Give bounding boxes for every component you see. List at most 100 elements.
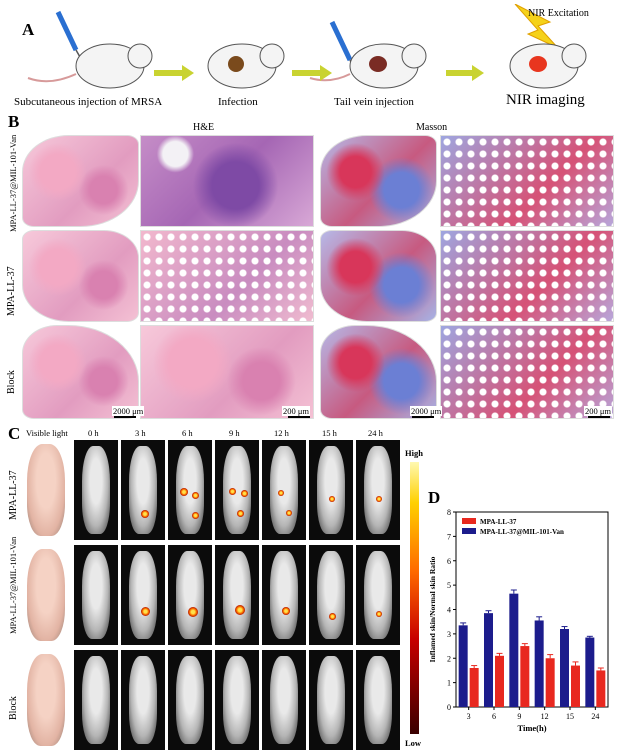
row-label: MPA-LL-37 (6, 266, 17, 316)
fluorescence-image (309, 545, 353, 645)
step-label: Tail vein injection (334, 96, 414, 108)
arrow-icon (154, 65, 194, 81)
he-overview-image (22, 325, 139, 419)
scale-bar-label: 2000 μm (112, 406, 145, 416)
panel-b-label: B (8, 112, 20, 131)
x-tick-label: 12 (541, 712, 549, 721)
y-axis-label: Inflamed skin/Normal skin Ratio (428, 556, 437, 662)
scale-bar (588, 416, 610, 418)
masson-overview-image (320, 230, 437, 322)
panel-c-label: C (8, 424, 21, 443)
fluorescence-image (262, 545, 306, 645)
bar (534, 620, 544, 707)
y-tick-label: 4 (447, 606, 451, 615)
fluorescence-image (356, 545, 400, 645)
visible-light-photo (22, 545, 70, 645)
stain-he-label: H&E (193, 122, 215, 133)
scale-bar-label: 2000 μm (410, 406, 443, 416)
time-label: 6 h (182, 428, 193, 438)
step-label: Infection (218, 96, 258, 108)
time-label: 24 h (368, 428, 383, 438)
masson-zoom-image (440, 325, 614, 419)
fluorescence-image (121, 440, 165, 540)
bar (571, 665, 580, 707)
he-zoom-image (140, 135, 314, 227)
x-axis-label: Time(h) (517, 723, 546, 733)
y-tick-label: 1 (447, 679, 451, 688)
fluorescence-image (74, 440, 118, 540)
row-label: MPA-LL-37@MIL-101-Van (8, 134, 18, 232)
mouse-icon (309, 43, 427, 89)
legend-swatch (462, 528, 476, 534)
fluorescence-image (356, 440, 400, 540)
masson-zoom-image (440, 230, 614, 322)
visible-light-photo (22, 440, 70, 540)
arrow-icon (292, 65, 332, 81)
time-label: 3 h (135, 428, 146, 438)
legend-swatch (462, 518, 476, 524)
he-overview-image (22, 135, 139, 227)
bar (596, 670, 606, 707)
step-label: Subcutaneous injection of MRSA (14, 96, 163, 108)
y-tick-label: 5 (447, 581, 451, 590)
y-tick-label: 7 (447, 532, 451, 541)
time-label: 12 h (274, 428, 289, 438)
step-label: NIR imaging (506, 92, 585, 108)
panel-d-label: D (428, 488, 441, 507)
x-tick-label: 15 (566, 712, 574, 721)
panel-a-label: A (22, 20, 35, 39)
bar (458, 625, 468, 707)
scale-bar (114, 416, 136, 418)
plot-frame (455, 511, 609, 708)
masson-overview-image (320, 135, 437, 227)
scale-bar-label: 200 μm (282, 406, 311, 416)
fluorescence-image (74, 650, 118, 750)
scale-bar (412, 416, 434, 418)
y-tick-label: 2 (447, 654, 451, 663)
fluorescence-image (309, 440, 353, 540)
mouse-icon (509, 43, 587, 89)
he-zoom-image (140, 230, 314, 322)
visible-light-photo (22, 650, 70, 750)
stain-masson-label: Masson (416, 122, 448, 133)
legend-label: MPA-LL-37@MIL-101-Van (480, 528, 564, 536)
y-tick-label: 0 (447, 703, 451, 712)
row-label: MPA-LL-37 (8, 470, 19, 520)
time-label: 9 h (229, 428, 240, 438)
bar (520, 646, 530, 707)
x-tick-label: 3 (467, 712, 471, 721)
fluorescence-image (168, 650, 212, 750)
row-label: Block (8, 696, 19, 720)
masson-zoom-image (440, 135, 614, 227)
scale-bar-label: 200 μm (584, 406, 613, 416)
y-tick-label: 6 (447, 557, 451, 566)
bar (545, 658, 555, 707)
fluorescence-image (215, 650, 259, 750)
y-tick-label: 3 (447, 630, 451, 639)
fluorescence-image (262, 650, 306, 750)
x-tick-label: 6 (492, 712, 496, 721)
x-tick-label: 24 (591, 712, 599, 721)
fluorescence-image (74, 545, 118, 645)
fluorescence-image (215, 545, 259, 645)
colorbar-low-label: Low (405, 738, 422, 748)
x-tick-label: 9 (517, 712, 521, 721)
bar (469, 668, 479, 707)
he-overview-image (22, 230, 139, 322)
mouse-icon (207, 43, 285, 89)
visible-light-label: Visible light (26, 428, 68, 438)
row-label: MPA-LL-37@MIL-101-Van (8, 536, 18, 634)
fluorescence-image (356, 650, 400, 750)
y-tick-label: 8 (447, 508, 451, 517)
fluorescence-image (262, 440, 306, 540)
fluorescence-image (121, 545, 165, 645)
fluorescence-image (168, 440, 212, 540)
bar (585, 637, 595, 707)
bar (509, 593, 519, 707)
masson-overview-image (320, 325, 437, 419)
arrow-icon (446, 65, 484, 81)
legend-label: MPA-LL-37 (480, 518, 517, 526)
nir-excitation-label: NIR Excitation (528, 8, 589, 19)
bar (495, 655, 504, 707)
